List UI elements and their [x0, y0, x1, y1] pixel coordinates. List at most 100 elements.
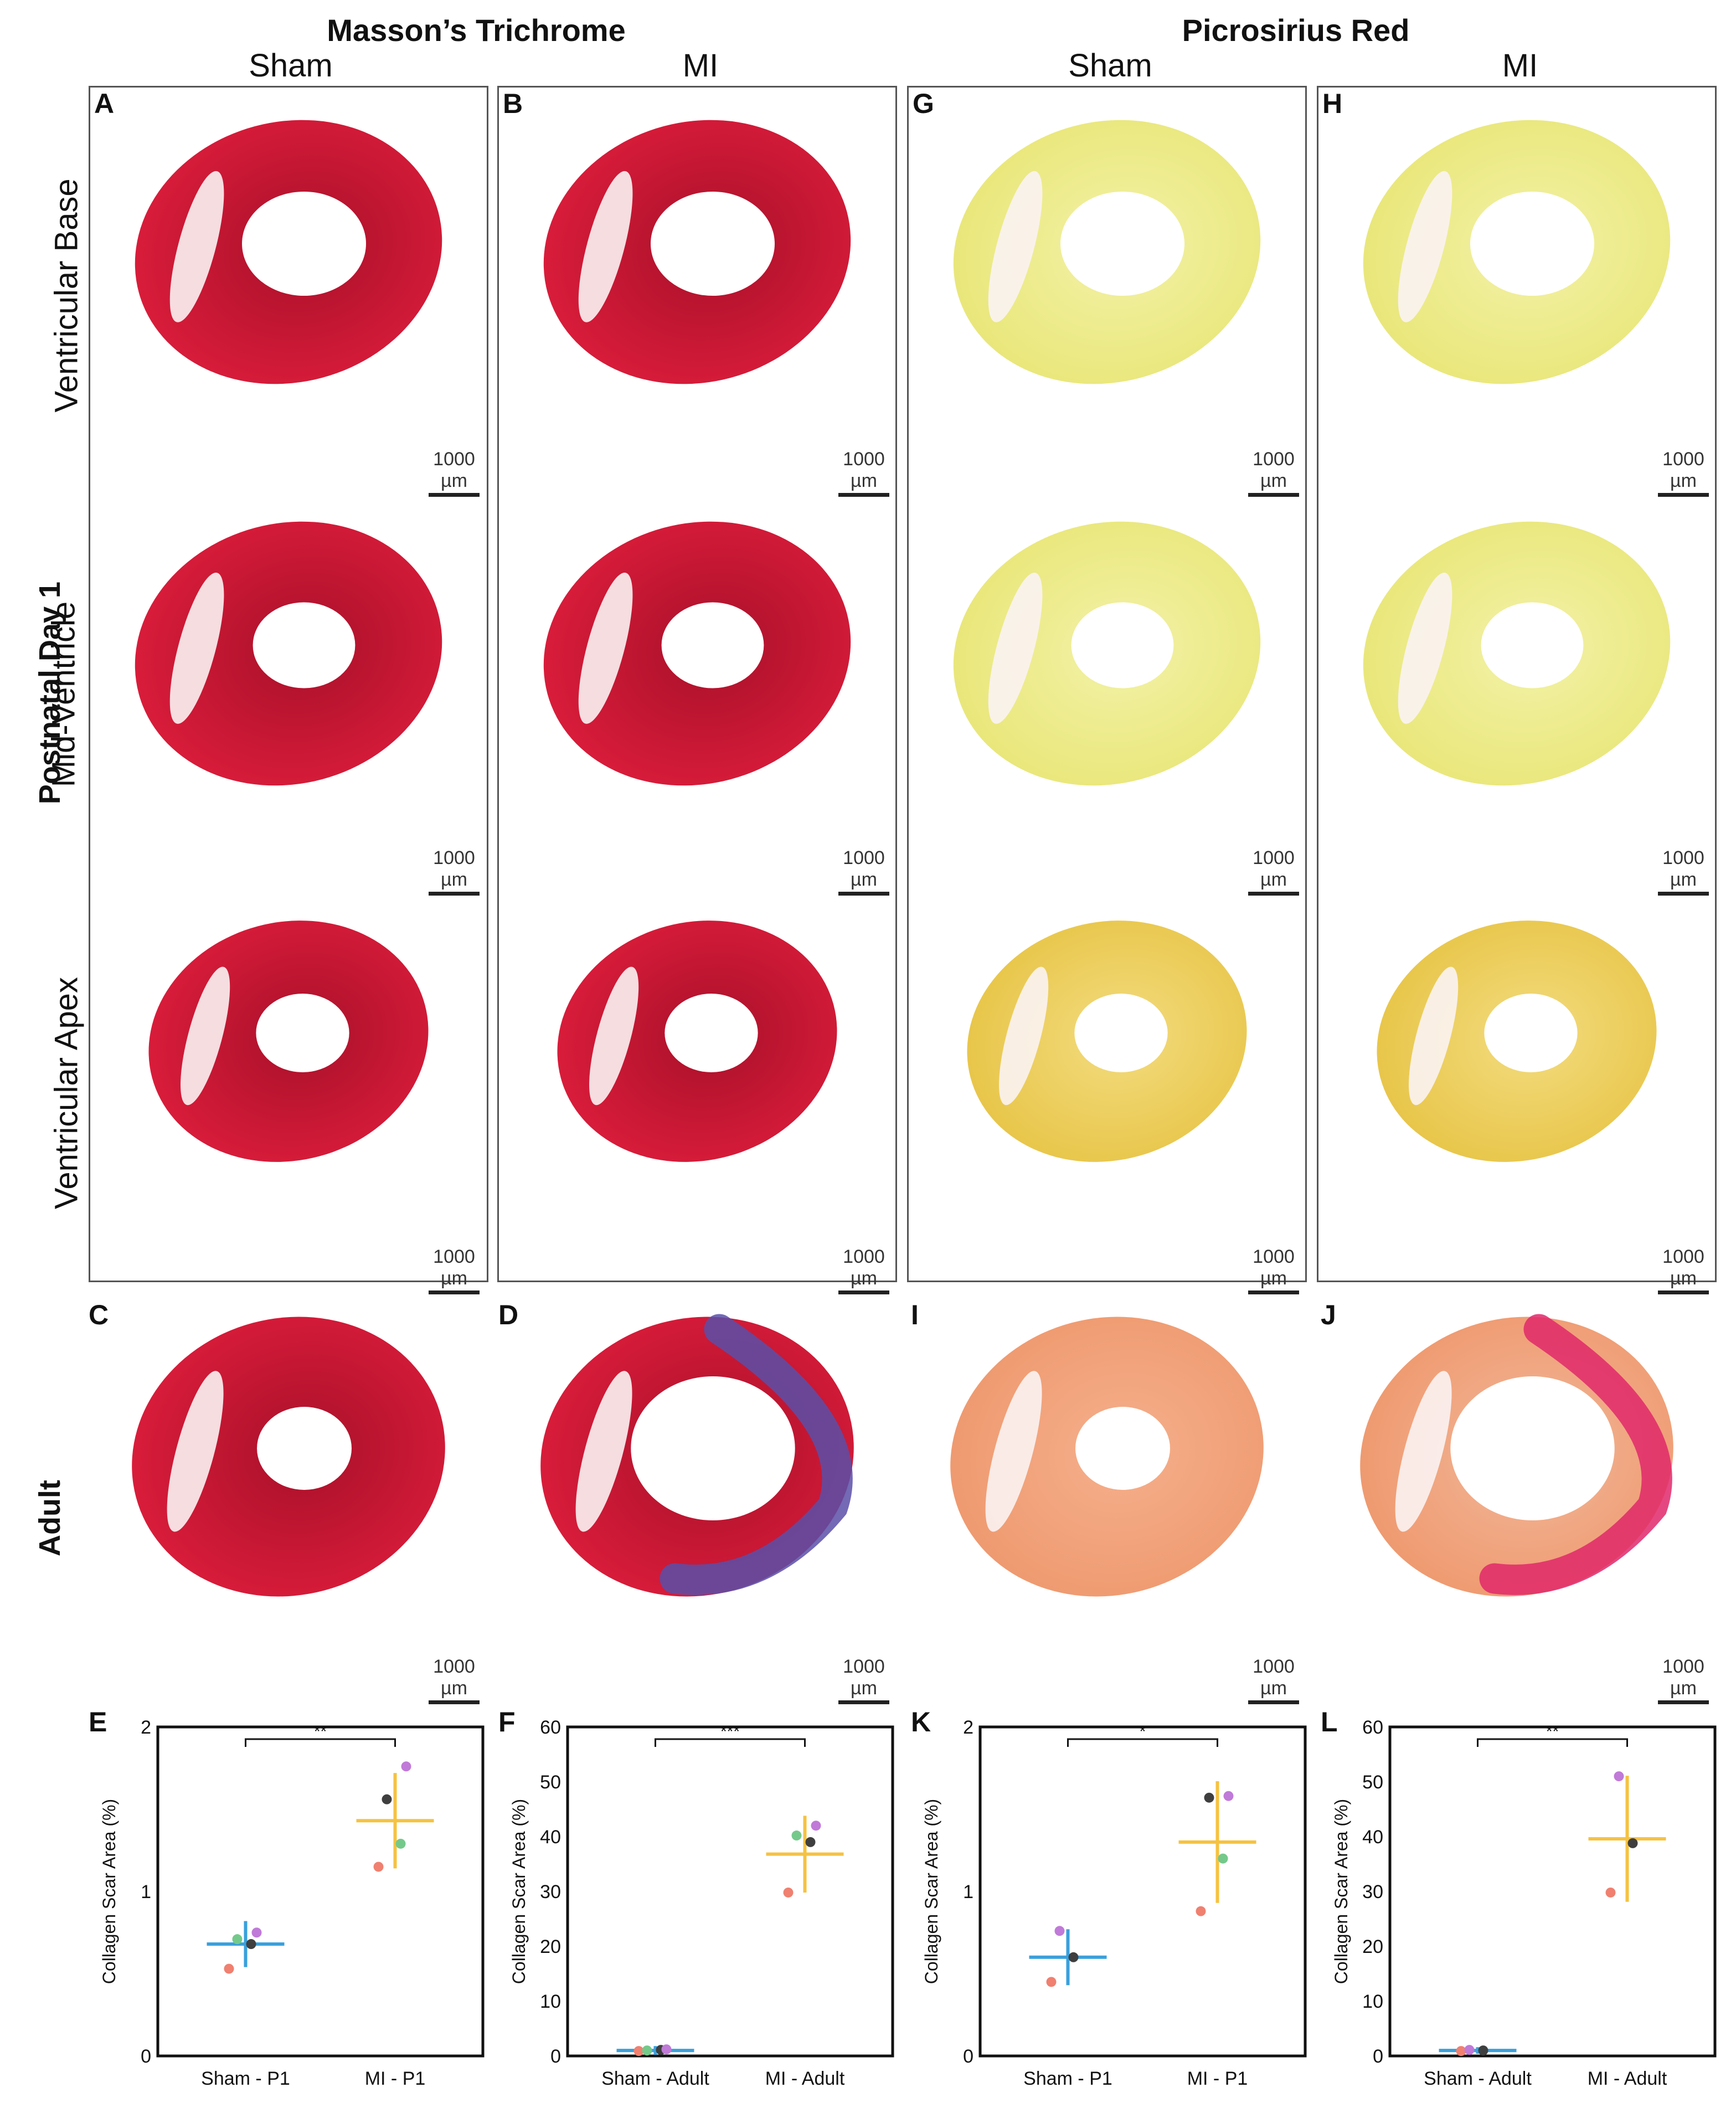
- y-tick-label: 10: [1362, 1991, 1383, 2012]
- heart-section-adult-masson-sham: [132, 1317, 445, 1597]
- significance-label: *: [1140, 1723, 1146, 1741]
- chart-L: 0 10 20 30 40 50 60 Collagen Scar Area (%) Sham …: [1331, 1717, 1717, 2089]
- data-point: [1464, 2045, 1475, 2055]
- data-point: [373, 1862, 384, 1872]
- y-tick-label: 40: [540, 1827, 561, 1848]
- data-point: [1614, 1771, 1624, 1782]
- panel-label-B: B: [503, 88, 523, 119]
- data-group: [766, 1816, 844, 1898]
- significance-label: ***: [720, 1723, 740, 1741]
- scale-bar: 1000 µm: [1656, 1656, 1711, 1704]
- data-point: [1068, 1952, 1079, 1962]
- x-tick-label: MI - Adult: [1588, 2068, 1667, 2089]
- heart-section-mid-2: [953, 521, 1261, 786]
- panel-label-D: D: [498, 1299, 519, 1330]
- col-header-picro-mi: MI: [1502, 48, 1538, 84]
- data-point: [1605, 1887, 1616, 1898]
- data-point: [1196, 1906, 1206, 1916]
- significance-label: **: [1546, 1723, 1559, 1741]
- x-tick-label: MI - P1: [1187, 2068, 1248, 2089]
- data-point: [1046, 1977, 1057, 1987]
- scale-bar-line: [1658, 493, 1709, 497]
- scale-bar-label: 1000 µm: [1253, 847, 1295, 890]
- chart-E: 0 1 2 Collagen Scar Area (%) Sham - P1 MI - P…: [99, 1717, 485, 2089]
- x-tick-label: MI - Adult: [765, 2068, 845, 2089]
- y-tick-label: 20: [1362, 1936, 1383, 1957]
- data-group: [1178, 1781, 1256, 1916]
- heart-section-apex-0: [148, 921, 429, 1162]
- header-picrosirius-red: Picrosirius Red: [1182, 13, 1410, 48]
- scale-bar-line: [838, 1290, 889, 1294]
- data-point: [382, 1794, 392, 1804]
- scale-bar-label: 1000 µm: [843, 1656, 885, 1699]
- scale-bar: 1000 µm: [1656, 449, 1711, 497]
- scale-bar: 1000 µm: [836, 449, 892, 497]
- y-tick-label: 1: [963, 1881, 973, 1903]
- data-point: [783, 1887, 794, 1898]
- y-tick-label: 60: [540, 1717, 561, 1738]
- significance-bracket: [1476, 1738, 1629, 1747]
- significance-bracket: [654, 1738, 806, 1747]
- data-point: [395, 1838, 406, 1849]
- data-point: [642, 2045, 652, 2056]
- y-axis-label: Collagen Scar Area (%): [509, 1799, 529, 1984]
- data-point: [251, 1927, 262, 1938]
- heart-section-base-3: [1363, 120, 1671, 384]
- col-header-masson-sham: Sham: [249, 48, 333, 84]
- scale-bar-line: [1248, 493, 1299, 497]
- scale-bar-label: 1000 µm: [433, 449, 475, 491]
- y-axis-label: Collagen Scar Area (%): [921, 1799, 941, 1984]
- significance-label: **: [314, 1723, 327, 1741]
- scale-bar-label: 1000 µm: [1662, 1246, 1704, 1289]
- scale-bar-label: 1000 µm: [843, 847, 885, 890]
- scale-bar-line: [429, 1700, 480, 1704]
- panel-label-H: H: [1322, 88, 1343, 119]
- scale-bar: 1000 µm: [1656, 847, 1711, 896]
- scale-bar: 1000 µm: [426, 1246, 482, 1294]
- scale-bar: 1000 µm: [1246, 449, 1301, 497]
- data-point: [791, 1831, 802, 1841]
- data-point: [1456, 2046, 1466, 2056]
- heart-section-mid-0: [135, 521, 442, 786]
- y-tick-label: 10: [540, 1991, 561, 2012]
- data-point: [805, 1837, 816, 1847]
- scale-bar-line: [1658, 1700, 1709, 1704]
- scale-bar-line: [1658, 1290, 1709, 1294]
- panel-label-G: G: [913, 88, 934, 119]
- scale-bar-line: [1658, 892, 1709, 896]
- y-tick-label: 0: [1373, 2046, 1383, 2067]
- data-group: [356, 1761, 434, 1872]
- scale-bar-line: [429, 1290, 480, 1294]
- data-point: [401, 1761, 411, 1772]
- y-tick-label: 2: [963, 1717, 973, 1738]
- y-tick-label: 60: [1362, 1717, 1383, 1738]
- scale-bar: 1000 µm: [836, 1246, 892, 1294]
- y-axis-label: Collagen Scar Area (%): [1331, 1799, 1351, 1984]
- heart-section-adult-picro-sham: [950, 1317, 1264, 1597]
- data-point: [224, 1963, 234, 1974]
- heart-section-mid-3: [1363, 521, 1671, 786]
- scale-bar-label: 1000 µm: [433, 1246, 475, 1289]
- x-tick-label: Sham - Adult: [601, 2068, 709, 2089]
- data-group: [1588, 1771, 1666, 1902]
- scale-bar-line: [429, 493, 480, 497]
- data-point: [232, 1934, 243, 1945]
- data-point: [661, 2044, 672, 2055]
- y-axis-label: Collagen Scar Area (%): [99, 1799, 119, 1984]
- plot-frame: [1388, 1725, 1717, 2058]
- scale-bar-label: 1000 µm: [843, 449, 885, 491]
- col-header-masson-mi: MI: [682, 48, 719, 84]
- scale-bar: 1000 µm: [426, 449, 482, 497]
- data-point: [1054, 1926, 1065, 1936]
- plot-frame: [566, 1725, 894, 2058]
- scale-bar-label: 1000 µm: [433, 1656, 475, 1699]
- panel-label-A: A: [94, 88, 115, 119]
- panel-label-L: L: [1321, 1706, 1338, 1737]
- data-group: [616, 2044, 694, 2056]
- panel-label-K: K: [911, 1706, 931, 1737]
- significance-bracket: [1067, 1738, 1219, 1747]
- y-tick-label: 2: [141, 1717, 151, 1738]
- x-tick-label: Sham - P1: [201, 2068, 290, 2089]
- panel-label-C: C: [89, 1299, 109, 1330]
- data-point: [1627, 1838, 1638, 1848]
